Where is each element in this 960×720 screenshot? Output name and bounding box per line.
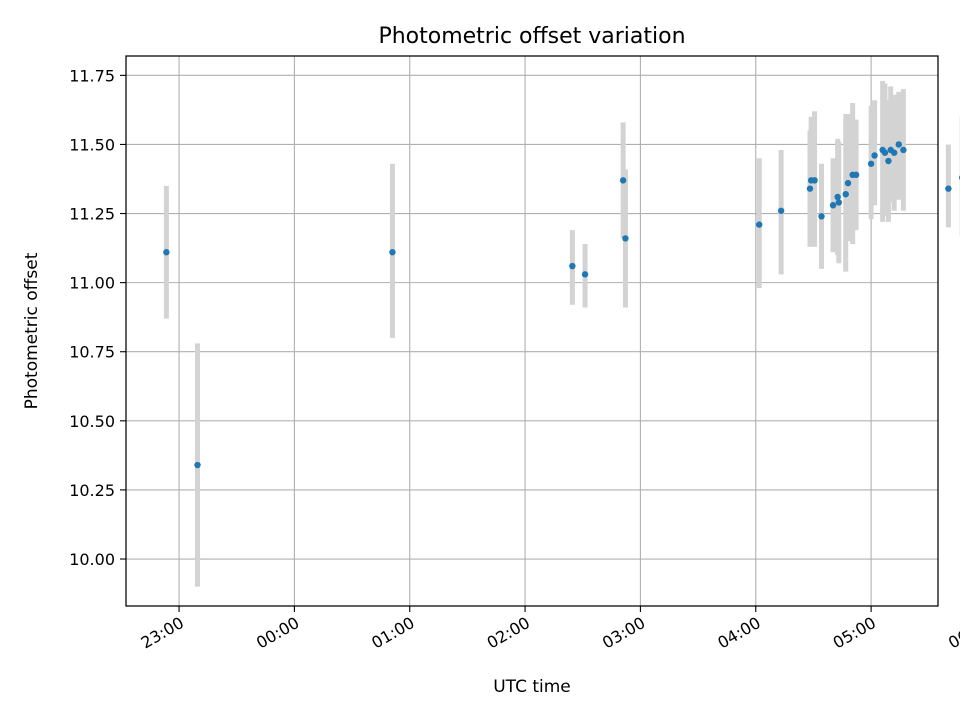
y-tick-label: 11.00 <box>69 274 115 293</box>
data-point <box>835 199 843 206</box>
y-tick-label: 11.25 <box>69 205 115 224</box>
data-point <box>389 249 396 256</box>
y-tick-label: 10.50 <box>69 412 115 431</box>
data-point <box>569 262 576 270</box>
data-point <box>852 171 860 179</box>
data-point <box>900 146 907 154</box>
plot-frame <box>125 55 939 607</box>
data-point <box>756 221 763 228</box>
data-point <box>806 185 814 192</box>
data-point <box>844 179 852 187</box>
grid-layer <box>126 56 938 606</box>
x-axis-label: UTC time <box>493 677 571 697</box>
data-point <box>818 213 825 220</box>
data-point <box>581 271 589 278</box>
y-tick-label: 10.00 <box>69 550 115 569</box>
data-point <box>842 190 849 198</box>
data-point <box>619 177 627 184</box>
data-point <box>777 207 785 214</box>
data-point <box>871 152 878 159</box>
y-axis-label: Photometric offset <box>22 252 42 409</box>
point-layer <box>163 141 960 469</box>
data-point <box>834 193 841 201</box>
data-point <box>945 185 952 192</box>
y-tick-label: 11.50 <box>69 135 115 154</box>
data-point <box>885 157 892 165</box>
chart-title: Photometric offset variation <box>378 24 685 49</box>
data-point <box>895 141 902 148</box>
data-point <box>622 235 629 242</box>
y-tick-label: 10.25 <box>69 481 115 500</box>
data-point <box>163 249 170 256</box>
data-point <box>811 177 818 184</box>
y-tick-label: 11.75 <box>69 66 115 85</box>
data-point <box>890 149 898 156</box>
data-point <box>867 160 875 167</box>
data-point <box>194 461 201 469</box>
y-tick-label: 10.75 <box>69 343 115 362</box>
data-point <box>881 149 889 156</box>
data-point <box>829 202 837 209</box>
